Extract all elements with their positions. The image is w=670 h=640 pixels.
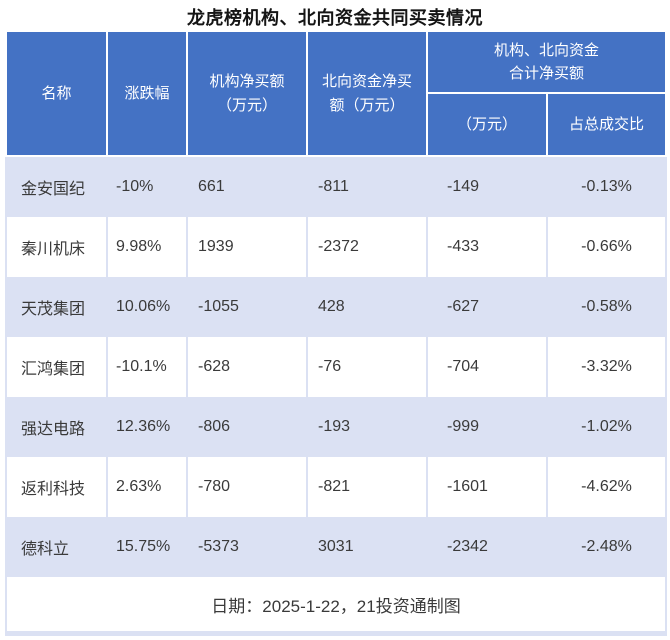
cell-change: 15.75% (107, 517, 188, 577)
data-table: 名称 涨跌幅 机构净买额 （万元） 北向资金净买 额（万元） 机构、北向资金 合… (5, 30, 668, 636)
cell-name: 秦川机床 (6, 217, 108, 277)
cell-inst-net-buy: -806 (187, 397, 308, 457)
col-header-north-net-buy: 北向资金净买 额（万元） (306, 30, 428, 157)
cell-inst-net-buy: -1055 (187, 277, 308, 337)
table-row: 返利科技 2.63% -780 -821 -1601 -4.62% (6, 457, 667, 517)
cell-combined-amount: -627 (427, 277, 548, 337)
cell-change: 12.36% (107, 397, 188, 457)
col-header-combined-ratio: 占总成交比 (545, 92, 668, 157)
cell-name: 汇鸿集团 (6, 337, 108, 397)
cell-change: 9.98% (107, 217, 188, 277)
cell-name: 返利科技 (6, 457, 108, 517)
cell-inst-net-buy: -780 (187, 457, 308, 517)
table-row: 汇鸿集团 -10.1% -628 -76 -704 -3.32% (6, 337, 667, 397)
cell-combined-amount: -704 (427, 337, 548, 397)
cell-combined-ratio: -0.13% (547, 156, 667, 217)
cell-north-net-buy: -193 (307, 397, 428, 457)
cell-inst-net-buy: -628 (187, 337, 308, 397)
cell-change: -10% (107, 156, 188, 217)
cell-north-net-buy: -821 (307, 457, 428, 517)
cell-combined-ratio: -2.48% (547, 517, 667, 577)
cell-change: -10.1% (107, 337, 188, 397)
col-header-combined-group: 机构、北向资金 合计净买额 (425, 30, 668, 94)
table-header: 名称 涨跌幅 机构净买额 （万元） 北向资金净买 额（万元） 机构、北向资金 合… (5, 30, 668, 157)
table-row: 金安国纪 -10% 661 -811 -149 -0.13% (6, 156, 667, 217)
cell-change: 10.06% (107, 277, 188, 337)
cell-inst-net-buy: 1939 (187, 217, 308, 277)
cell-combined-amount: -433 (427, 217, 548, 277)
cell-combined-amount: -999 (427, 397, 548, 457)
cell-combined-amount: -1601 (427, 457, 548, 517)
table-footer: 日期：2025-1-22，21投资通制图 (6, 577, 667, 634)
col-header-inst-net-buy: 机构净买额 （万元） (186, 30, 308, 157)
cell-north-net-buy: 3031 (307, 517, 428, 577)
cell-combined-ratio: -1.02% (547, 397, 667, 457)
cell-north-net-buy: -2372 (307, 217, 428, 277)
cell-name: 强达电路 (6, 397, 108, 457)
cell-combined-amount: -149 (427, 156, 548, 217)
cell-combined-ratio: -0.58% (547, 277, 667, 337)
cell-north-net-buy: 428 (307, 277, 428, 337)
table-row: 秦川机床 9.98% 1939 -2372 -433 -0.66% (6, 217, 667, 277)
cell-north-net-buy: -811 (307, 156, 428, 217)
table-row: 强达电路 12.36% -806 -193 -999 -1.02% (6, 397, 667, 457)
footer-note: 日期：2025-1-22，21投资通制图 (6, 577, 667, 634)
cell-combined-ratio: -3.32% (547, 337, 667, 397)
col-header-name: 名称 (5, 30, 108, 157)
cell-name: 德科立 (6, 517, 108, 577)
cell-change: 2.63% (107, 457, 188, 517)
col-header-combined-amount: （万元） (426, 92, 548, 157)
table-row: 德科立 15.75% -5373 3031 -2342 -2.48% (6, 517, 667, 577)
cell-combined-amount: -2342 (427, 517, 548, 577)
cell-north-net-buy: -76 (307, 337, 428, 397)
table-row: 天茂集团 10.06% -1055 428 -627 -0.58% (6, 277, 667, 337)
col-header-change: 涨跌幅 (106, 30, 188, 157)
cell-inst-net-buy: -5373 (187, 517, 308, 577)
cell-name: 天茂集团 (6, 277, 108, 337)
table-body: 金安国纪 -10% 661 -811 -149 -0.13% 秦川机床 9.98… (6, 156, 667, 577)
cell-name: 金安国纪 (6, 156, 108, 217)
cell-combined-ratio: -0.66% (547, 217, 667, 277)
page-title: 龙虎榜机构、北向资金共同买卖情况 (187, 8, 483, 28)
cell-combined-ratio: -4.62% (547, 457, 667, 517)
cell-inst-net-buy: 661 (187, 156, 308, 217)
